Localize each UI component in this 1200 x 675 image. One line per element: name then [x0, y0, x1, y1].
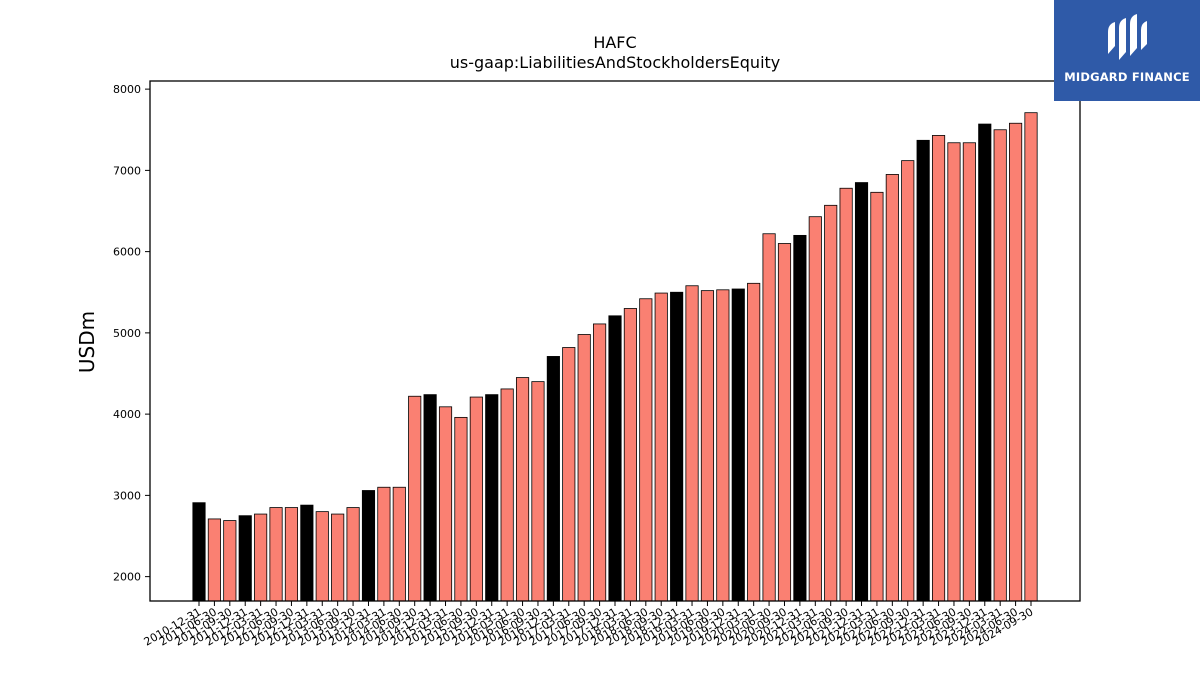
bar-2020-09-30: [777, 243, 792, 602]
bar-2022-03-31: [870, 191, 884, 602]
bar-2019-03-31: [685, 285, 699, 602]
chart-title: HAFC: [593, 33, 636, 52]
bar-2015-09-30: [469, 396, 483, 602]
bar-2012-03-31: [254, 513, 268, 602]
bar-group: [192, 112, 1038, 602]
chart-subtitle: us-gaap:LiabilitiesAndStockholdersEquity: [450, 53, 781, 72]
bar-2020-03-31: [747, 282, 761, 602]
bar-2023-03-31: [931, 135, 946, 602]
bar-2018-12-31: [670, 291, 684, 602]
bar-2017-03-31: [562, 347, 576, 602]
bar-2014-12-31: [423, 394, 437, 602]
y-axis-ticks: 2000 3000 4000 5000 6000 7000 8000: [113, 83, 150, 584]
bar-2012-09-30: [284, 507, 299, 602]
bar-2016-06-30: [515, 377, 530, 602]
bar-2015-03-31: [438, 406, 453, 602]
bar-2020-06-30: [762, 233, 776, 602]
bar-2017-09-30: [593, 323, 607, 602]
bar-2018-06-30: [639, 298, 653, 602]
bar-2015-06-30: [454, 416, 468, 602]
bar-2016-12-31: [546, 356, 560, 602]
bar-2022-12-31: [916, 139, 930, 602]
bar-2014-03-31: [377, 486, 391, 602]
y-tick-label: 8000: [113, 83, 141, 96]
bar-2019-12-31: [731, 288, 745, 602]
bar-2016-03-31: [500, 388, 514, 602]
bar-2015-12-31: [485, 394, 499, 602]
bar-2016-09-30: [531, 381, 545, 602]
bar-2023-06-30: [947, 142, 961, 602]
y-tick-label: 5000: [113, 327, 141, 340]
bar-2010-12-31: [192, 502, 206, 602]
bar-2012-06-30: [269, 507, 283, 602]
x-axis-ticks: 2010-12-312011-06-302011-09-302011-12-31…: [142, 601, 1036, 649]
bar-2013-06-30: [331, 513, 345, 602]
bar-2011-06-30: [207, 518, 221, 602]
bar-2014-06-30: [392, 486, 406, 602]
logo-text: MIDGARD FINANCE: [1064, 70, 1190, 84]
y-axis-label: USDm: [75, 311, 99, 373]
brand-logo: MIDGARD FINANCE: [1054, 0, 1200, 101]
bar-2018-09-30: [654, 292, 668, 602]
bar-2014-09-30: [408, 395, 422, 602]
bar-2021-03-31: [808, 216, 822, 602]
plot-frame: [149, 80, 1081, 602]
bar-2022-09-30: [901, 160, 915, 602]
bar-2021-12-31: [854, 182, 869, 602]
bar-2011-12-31: [238, 515, 252, 602]
bar-2013-12-31: [361, 490, 376, 602]
y-tick-label: 3000: [113, 489, 141, 502]
bar-2017-06-30: [577, 334, 591, 602]
bar-2013-03-31: [315, 511, 329, 602]
bar-2013-09-30: [346, 507, 360, 602]
y-tick-label: 6000: [113, 246, 141, 259]
bar-2011-09-30: [223, 520, 237, 602]
bar-2020-12-31: [793, 234, 807, 602]
bar-2024-06-30: [1009, 122, 1023, 602]
y-tick-label: 7000: [113, 164, 141, 177]
bar-2021-06-30: [824, 204, 838, 602]
bar-2023-09-30: [962, 142, 976, 602]
bar-2021-09-30: [839, 187, 853, 602]
bar-2019-06-30: [700, 290, 715, 602]
bar-2017-12-31: [608, 315, 622, 602]
bar-2024-03-31: [993, 129, 1007, 602]
y-tick-label: 2000: [113, 571, 141, 584]
bar-2019-09-30: [716, 289, 730, 602]
bar-2012-12-31: [300, 504, 314, 602]
bar-2023-12-31: [978, 123, 992, 602]
y-tick-label: 4000: [113, 408, 141, 421]
bar-2024-09-30: [1024, 112, 1038, 602]
bar-2022-06-30: [885, 174, 899, 602]
bar-2018-03-31: [623, 308, 637, 602]
midgard-finance-logo-icon: [1108, 14, 1147, 60]
